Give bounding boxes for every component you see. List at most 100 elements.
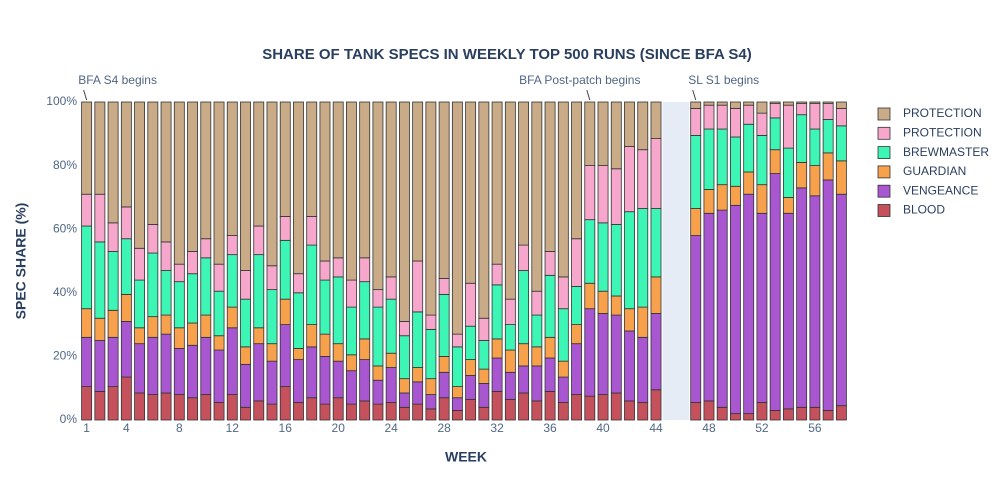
bar-segment <box>544 274 556 338</box>
bar-segment <box>518 343 530 367</box>
bar-segment <box>332 343 344 362</box>
bar-segment <box>293 273 304 294</box>
legend-swatch <box>877 126 891 140</box>
bar-segment <box>134 327 146 345</box>
bar-segment <box>438 278 450 295</box>
bar-segment <box>94 241 106 319</box>
bar-segment <box>200 101 212 240</box>
bar-segment <box>584 165 596 221</box>
legend-swatch <box>877 107 891 121</box>
bar-segment <box>637 336 649 403</box>
bar-segment <box>690 402 702 421</box>
x-tick-label: 40 <box>596 421 610 435</box>
bar-segment <box>279 216 291 241</box>
bar-segment <box>584 308 596 397</box>
bar-segment <box>796 114 808 163</box>
bar-segment <box>253 225 265 256</box>
bar-segment <box>346 279 357 308</box>
bar-segment <box>425 408 437 421</box>
bar-segment <box>107 336 119 388</box>
bar-segment <box>346 370 357 405</box>
bar-segment <box>107 309 119 338</box>
bar-segment <box>173 263 185 283</box>
bar-segment <box>571 238 582 287</box>
bar-segment <box>213 402 225 421</box>
bar-segment <box>491 357 503 392</box>
bar-segment <box>226 254 238 308</box>
bar-segment <box>372 101 384 291</box>
bar-segment <box>571 286 582 326</box>
bar-segment <box>147 224 159 254</box>
bar-segment <box>187 273 198 324</box>
bar-segment <box>478 383 490 408</box>
bar-segment <box>571 394 582 421</box>
bar-segment <box>703 212 715 402</box>
bar-segment <box>716 104 728 130</box>
bar-segment <box>306 244 318 326</box>
bar-segment <box>531 314 543 348</box>
bar-segment <box>597 101 609 166</box>
bar-segment <box>412 101 424 262</box>
bar-segment <box>835 193 847 407</box>
bar-segment <box>213 263 225 292</box>
bar-segment <box>756 112 768 136</box>
bar-segment <box>571 343 582 395</box>
bar-segment <box>650 313 662 391</box>
bar-segment <box>187 344 198 399</box>
bar-segment <box>544 251 556 276</box>
bar-segment <box>716 184 728 211</box>
bar-segment <box>346 101 357 281</box>
bar-segment <box>332 360 344 399</box>
bar-segment <box>412 381 424 405</box>
bar-segment <box>690 134 702 209</box>
bar-segment <box>319 403 331 421</box>
bar-segment <box>372 306 384 367</box>
bar-segment <box>624 146 635 213</box>
bar-segment <box>465 282 477 327</box>
bar-segment <box>610 295 622 316</box>
bar-segment <box>478 406 490 421</box>
x-tick-label: 44 <box>649 421 663 435</box>
bar-segment <box>809 165 821 197</box>
bar-segment <box>782 104 794 149</box>
bar-segment <box>398 101 410 322</box>
bar-segment <box>134 247 146 281</box>
x-tick-label: 12 <box>226 421 240 435</box>
bar-segment <box>346 306 357 356</box>
bar-segment <box>253 254 265 329</box>
bar-segment <box>120 238 132 295</box>
bar-segment <box>465 359 477 376</box>
y-tick-label: 60% <box>53 221 77 235</box>
bar-segment <box>226 327 238 395</box>
bar-segment <box>650 276 662 314</box>
bar-segment <box>637 402 649 421</box>
chart-title: SHARE OF TANK SPECS IN WEEKLY TOP 500 RU… <box>262 46 752 63</box>
bar-segment <box>491 390 503 421</box>
bar-segment <box>690 208 702 236</box>
bar-segment <box>253 400 265 421</box>
bar-segment <box>200 394 212 421</box>
x-tick-label: 24 <box>384 421 398 435</box>
bar-segment <box>716 209 728 408</box>
bar-segment <box>451 386 463 399</box>
bar-segment <box>835 125 847 162</box>
bar-segment <box>160 270 172 316</box>
annotation-arrow <box>586 89 591 101</box>
bar-segment <box>266 265 278 291</box>
bar-segment <box>187 397 198 421</box>
bar-segment <box>597 313 609 395</box>
bar-segment <box>531 400 543 421</box>
bar-segment <box>253 327 265 345</box>
bar-segment <box>359 359 371 402</box>
bar-segment <box>835 101 847 109</box>
bar-segment <box>782 212 794 410</box>
bar-segment <box>134 392 146 421</box>
legend-swatch <box>877 165 891 179</box>
bar-segment <box>107 251 119 311</box>
bar-segment <box>279 298 291 326</box>
bar-segment <box>412 311 424 368</box>
bar-segment <box>120 321 132 378</box>
bar-segment <box>213 349 225 403</box>
bar-segment <box>425 101 437 316</box>
bar-segment <box>796 101 808 104</box>
